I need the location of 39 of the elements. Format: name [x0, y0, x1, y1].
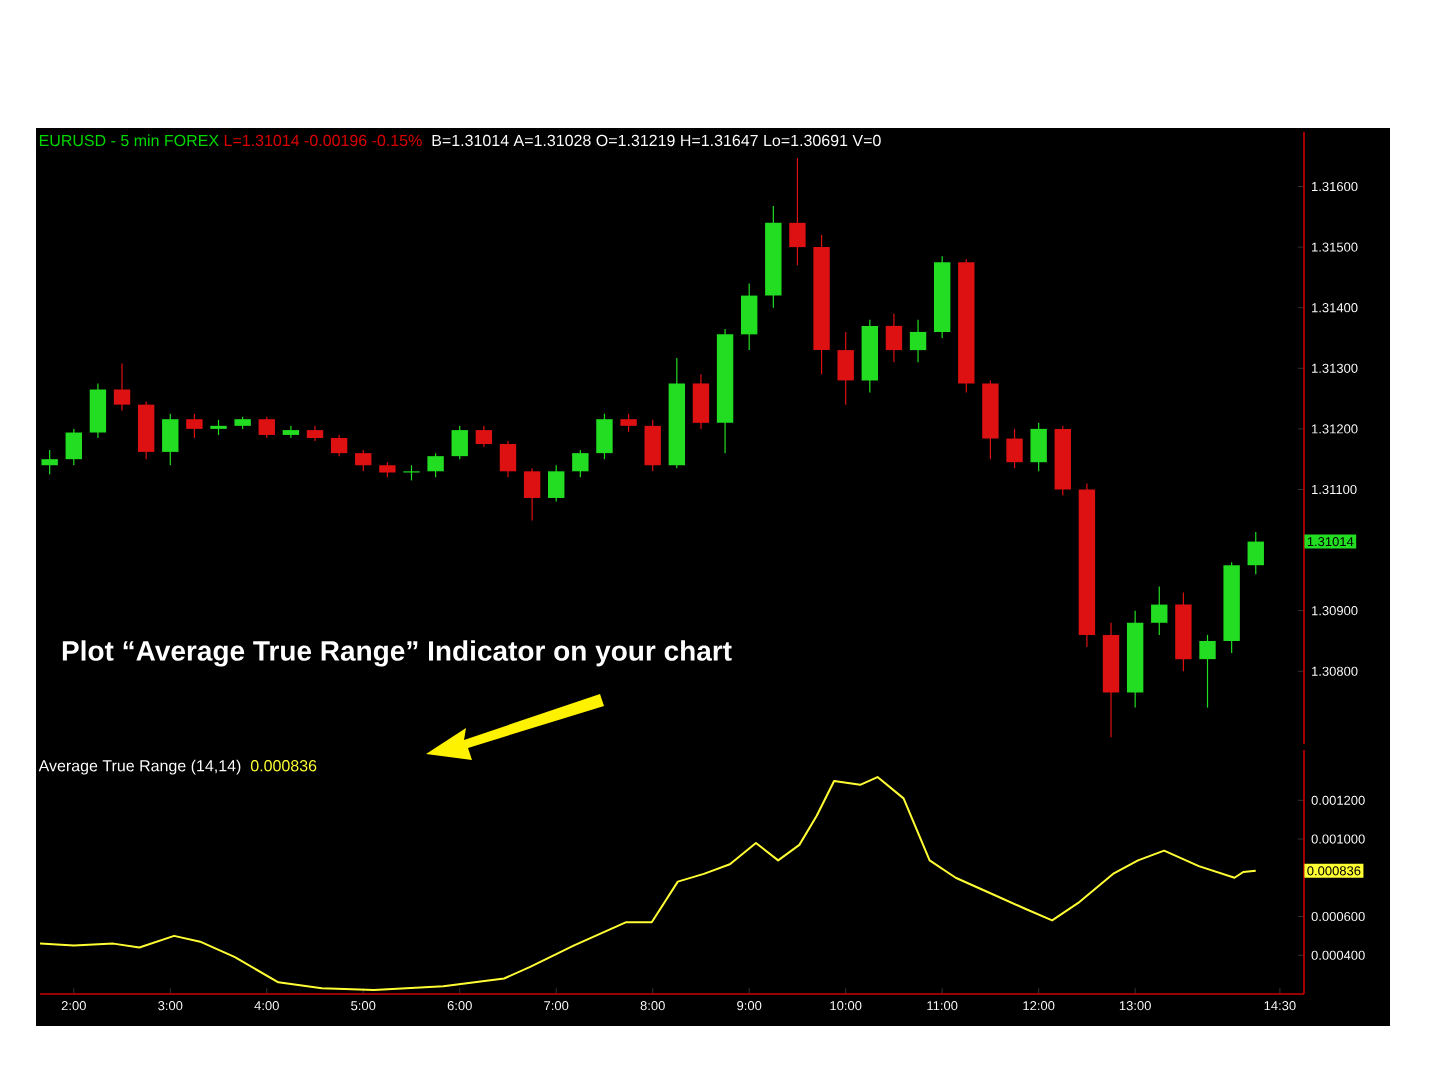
candlestick — [572, 449, 589, 478]
candlestick — [355, 449, 372, 472]
candlestick — [89, 382, 107, 439]
candlestick — [1006, 428, 1023, 469]
chart-subtitle: L=1.31014 -0.00196 -0.15% — [224, 134, 422, 147]
annotation: Plot “Average True Range” Indicator on your chart — [62, 640, 732, 667]
candlestick — [1199, 634, 1216, 709]
candlestick — [740, 282, 758, 351]
candlestick — [548, 464, 565, 503]
chart-title: EURUSD - 5 min FOREX — [39, 134, 219, 147]
candlestick — [596, 413, 613, 460]
candlestick — [885, 313, 903, 363]
candlestick — [137, 401, 155, 460]
candlestick — [499, 440, 517, 478]
candlestick — [427, 452, 444, 478]
candlestick — [330, 434, 348, 457]
candlestick — [65, 428, 82, 466]
candlestick — [451, 425, 468, 460]
candlestick — [692, 373, 710, 430]
annotation: 0.000836 — [250, 760, 317, 772]
candlestick — [113, 362, 131, 412]
candlestick — [1151, 585, 1168, 636]
candlestick — [186, 413, 203, 439]
annotation: B=1.31014 A=1.31028 O=1.31219 H=1.31647 Lo=1.30691 V=0 — [432, 134, 881, 147]
candlestick — [909, 319, 927, 363]
candlestick — [1247, 531, 1264, 575]
candlestick — [475, 425, 493, 448]
candlestick — [620, 413, 637, 433]
candlestick — [789, 157, 806, 266]
candlestick — [1030, 422, 1047, 472]
candlestick — [523, 467, 541, 521]
text: Average True Range (14,14) — [38, 759, 241, 775]
candlestick — [258, 416, 275, 439]
line-series — [39, 776, 1257, 992]
candlestick — [162, 413, 179, 466]
candlestick — [837, 331, 854, 406]
candlestick — [41, 449, 58, 475]
candlestick — [282, 425, 300, 439]
candlestick — [644, 419, 661, 472]
